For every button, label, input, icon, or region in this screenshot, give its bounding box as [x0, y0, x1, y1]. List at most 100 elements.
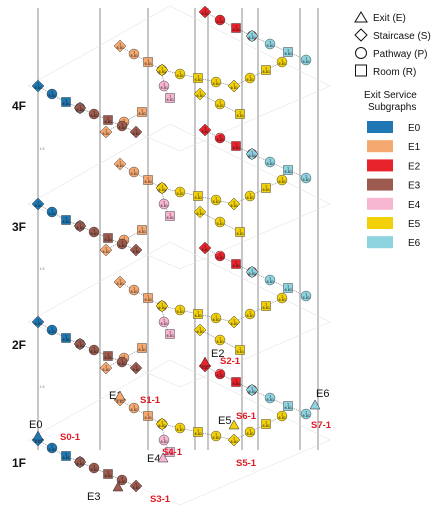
pathway-node [116, 238, 128, 250]
node-value: 6.81 [263, 424, 271, 428]
node-index: 1 [215, 315, 217, 319]
node-index: 1 [147, 295, 149, 299]
node-index: 1 [235, 379, 237, 383]
node-value: 6.81 [197, 212, 205, 216]
node-index: 1 [265, 185, 267, 189]
graph-edge [251, 153, 307, 179]
edge-weight-label: 4.8 [40, 147, 45, 151]
exit-label-e4: E4 [147, 453, 160, 465]
node-value: 6.81 [233, 146, 241, 150]
node-value: 6.81 [213, 436, 221, 440]
node-index: 1 [281, 295, 283, 299]
node-index: 1 [251, 387, 253, 391]
node-index: 1 [233, 437, 235, 441]
node-value: 6.81 [119, 480, 127, 484]
node-value: 6.81 [249, 272, 257, 276]
node-value: 6.81 [233, 382, 241, 386]
node-value: 6.81 [279, 180, 287, 184]
floor-2f: 16.8116.8116.8116.8116.8116.8116.8116.81… [27, 205, 331, 388]
pathway-node [128, 402, 140, 414]
node-index: 1 [249, 193, 251, 197]
floor-label-3f: 3F [12, 220, 26, 234]
node-index: 1 [161, 185, 163, 189]
node-value: 6.81 [285, 288, 293, 292]
floor-label-2f: 2F [12, 338, 26, 352]
node-index: 1 [65, 217, 67, 221]
node-index: 1 [249, 311, 251, 315]
edge-weight-label: 4.8 [40, 267, 45, 271]
node-index: 1 [163, 319, 165, 323]
staircase-node [99, 361, 113, 375]
legend-group-label: E6 [408, 238, 421, 249]
node-index: 1 [107, 353, 109, 357]
node-value: 6.81 [77, 462, 85, 466]
staircase-label-s1-1: S1-1 [140, 395, 161, 406]
node-index: 1 [161, 67, 163, 71]
graph-edge [233, 179, 283, 205]
legend-exit-label: Exit (E) [373, 13, 406, 24]
node-index: 1 [233, 83, 235, 87]
staircase-node [245, 265, 259, 279]
pathway-node [46, 324, 58, 336]
node-value: 6.81 [103, 132, 111, 136]
node-value: 6.81 [285, 406, 293, 410]
graph-edge [204, 129, 253, 155]
node-value: 6.81 [35, 86, 43, 90]
room-node [283, 47, 293, 57]
node-value: 6.81 [131, 408, 139, 412]
exit-node-e0 [32, 430, 44, 441]
floor-plane [27, 5, 331, 152]
pathway-node [214, 250, 226, 262]
node-value: 6.81 [303, 178, 311, 182]
node-index: 1 [197, 429, 199, 433]
node-value: 6.81 [263, 188, 271, 192]
node-index: 1 [37, 319, 39, 323]
node-index: 1 [135, 129, 137, 133]
floor-graphs: 16.8116.8116.8116.8116.8116.8116.8116.81… [27, 5, 331, 506]
pathway-node [88, 344, 100, 356]
node-value: 6.81 [133, 368, 141, 372]
staircase-node [198, 241, 212, 255]
node-index: 1 [269, 41, 271, 45]
floor-1f: 16.8116.8116.8116.8116.8116.8116.8116.81… [27, 323, 331, 506]
node-value: 6.81 [279, 416, 287, 420]
node-index: 1 [219, 253, 221, 257]
node-index: 1 [135, 247, 137, 251]
node-value: 6.81 [161, 322, 169, 326]
pathway-node [264, 274, 276, 286]
node-value: 6.81 [202, 12, 210, 16]
node-value: 6.81 [49, 330, 57, 334]
node-index: 1 [79, 105, 81, 109]
edge-weight-label: 4.8 [40, 385, 45, 389]
node-value: 6.81 [77, 108, 85, 112]
node-value: 6.81 [63, 220, 71, 224]
node-index: 1 [37, 83, 39, 87]
node-index: 1 [281, 413, 283, 417]
legend-swatch [367, 217, 393, 229]
node-value: 6.81 [49, 94, 57, 98]
node-value: 6.81 [131, 290, 139, 294]
pathway-node [46, 88, 58, 100]
node-value: 6.81 [35, 322, 43, 326]
node-value: 6.81 [247, 432, 255, 436]
node-value: 6.81 [35, 204, 43, 208]
node-index: 1 [269, 395, 271, 399]
node-value: 6.81 [279, 298, 287, 302]
room-node [165, 447, 175, 457]
graph-edge [37, 321, 81, 345]
room-node [235, 345, 245, 355]
node-value: 6.81 [133, 486, 141, 490]
legend-group-label: E3 [408, 181, 421, 192]
exit-node-e2 [199, 356, 211, 367]
node-value: 6.81 [217, 374, 225, 378]
node-index: 1 [133, 169, 135, 173]
node-value: 6.81 [267, 280, 275, 284]
staircase-node [245, 147, 259, 161]
exit-label-e2: E2 [211, 348, 224, 360]
legend-swatch [367, 236, 393, 249]
legend-group-e0: E0 [367, 121, 421, 134]
node-value: 6.81 [213, 82, 221, 86]
room-node [261, 183, 271, 193]
room-node [103, 115, 113, 125]
node-index: 1 [251, 269, 253, 273]
